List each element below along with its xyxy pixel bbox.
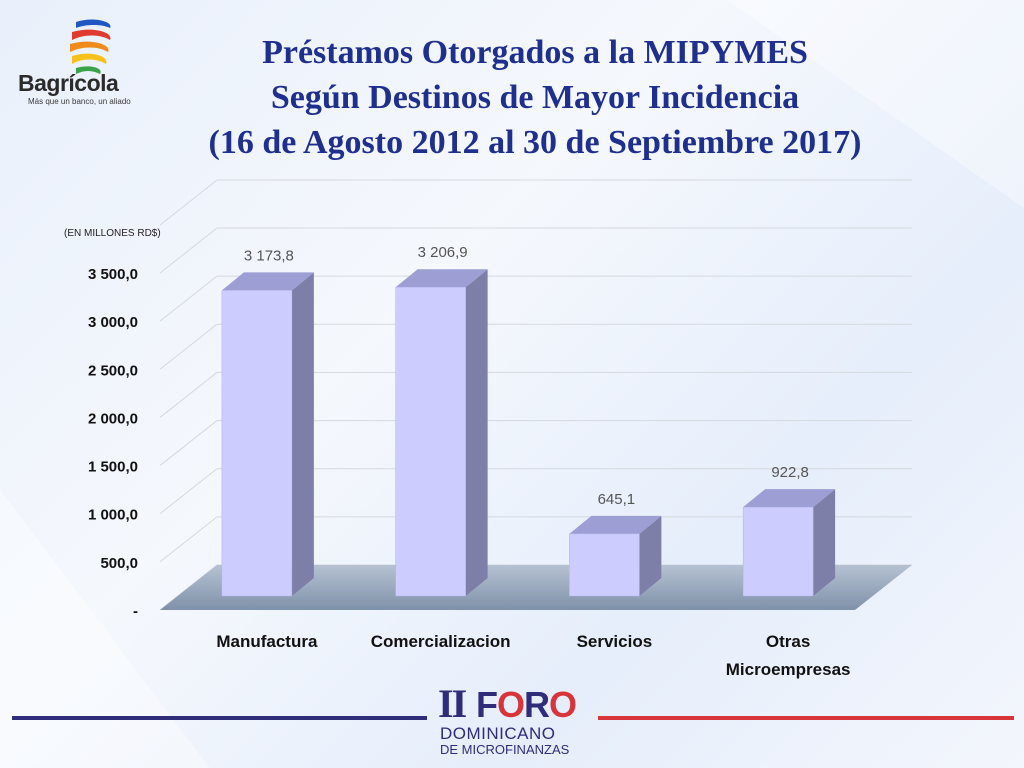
title-line-2: Según Destinos de Mayor Incidencia <box>270 79 800 116</box>
bar <box>742 506 814 597</box>
x-tick-label: Comercializacion <box>371 632 511 651</box>
footer-line-left <box>12 716 427 720</box>
bar-top <box>743 489 836 508</box>
y-tick-label: 1 000,0 <box>88 507 138 524</box>
bar <box>221 290 293 597</box>
bar-side <box>465 269 488 596</box>
bar <box>569 533 640 597</box>
data-label: 3 206,9 <box>418 244 468 261</box>
chart-floor <box>160 565 912 610</box>
gridline-side <box>159 275 218 322</box>
bar <box>395 286 466 597</box>
logo-tagline: Más que un banco, un aliado <box>28 97 131 106</box>
slide-title: Préstamos Otorgados a la MIPYMES Según D… <box>100 30 970 165</box>
foro-letter-f: F <box>476 684 498 725</box>
bar-top <box>221 272 314 291</box>
data-label: 645,1 <box>598 491 636 508</box>
foro-letter-o: O <box>549 684 577 725</box>
gridline-side <box>159 372 218 418</box>
title-line-3: (16 de Agosto 2012 al 30 de Septiembre 2… <box>208 124 862 161</box>
footer-line-right <box>598 716 1014 720</box>
y-tick-label: 3 000,0 <box>88 314 138 331</box>
data-label: 3 173,8 <box>244 247 294 264</box>
y-tick-label: 500,0 <box>100 555 138 572</box>
x-tick-label: Servicios <box>577 632 653 651</box>
foro-subtitle-2: DE MICROFINANZAS <box>440 742 570 757</box>
title-line-1: Préstamos Otorgados a la MIPYMES <box>262 34 808 71</box>
logo-mark-icon <box>70 19 111 74</box>
gridline-side <box>159 468 218 515</box>
bar-side <box>813 489 836 596</box>
bar-top <box>395 269 488 288</box>
y-tick-label: 2 000,0 <box>88 410 138 427</box>
logo-name: Bagrícola <box>18 70 119 96</box>
gridline-side <box>159 179 218 226</box>
foro-word: FORO <box>476 684 577 726</box>
bar-top <box>569 515 662 534</box>
foro-numeral: II <box>438 681 467 726</box>
y-tick-label: - <box>133 603 138 620</box>
gridline-side <box>159 516 218 563</box>
x-tick-label: Manufactura <box>216 632 318 651</box>
foro-letter-r: R <box>524 684 550 725</box>
foro-letter-o: O <box>497 684 525 725</box>
foro-logo: II FORO DOMINICANO DE MICROFINANZAS <box>430 681 600 762</box>
y-tick-label: 2 500,0 <box>88 362 138 379</box>
y-tick-label: 1 500,0 <box>88 459 138 476</box>
x-tick-label: Otras <box>766 632 810 651</box>
chart-unit-label: (EN MILLONES RD$) <box>64 228 161 239</box>
gridline-side <box>159 420 218 466</box>
x-tick-label: Microempresas <box>726 660 851 679</box>
gridline-side <box>159 323 218 370</box>
data-label: 922,8 <box>771 464 809 481</box>
y-tick-label: 3 500,0 <box>88 266 138 283</box>
bar-side <box>639 515 662 596</box>
bar-side <box>291 272 314 596</box>
foro-subtitle-1: DOMINICANO <box>440 724 556 743</box>
gridline-side <box>159 227 218 274</box>
